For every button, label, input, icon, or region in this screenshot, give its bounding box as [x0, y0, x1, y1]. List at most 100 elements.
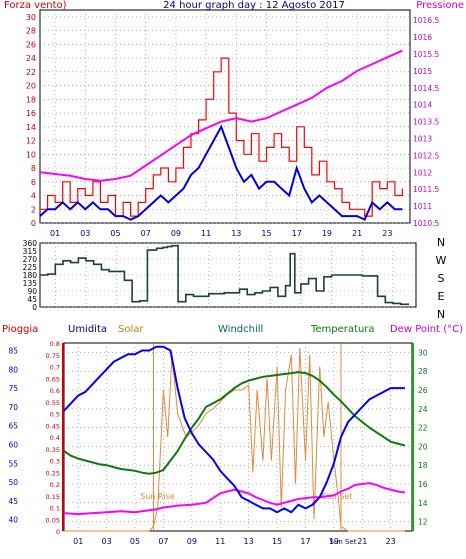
pressure-y-tick-label: 1013.5	[413, 118, 439, 127]
rain-y-tick-label: 0.6	[50, 387, 60, 395]
wind-y-tick-label: 4	[31, 192, 36, 201]
weather-plot-frame	[63, 342, 413, 532]
wind-y-tick-label: 10	[26, 150, 36, 159]
humidity-y-tick-label: 65	[8, 422, 18, 431]
solar-label: Solar	[118, 324, 144, 335]
compass-letter: N	[437, 308, 445, 321]
direction-line	[40, 244, 410, 306]
pressure-y-tick-label: 1012.5	[413, 151, 439, 160]
wind-y-tick-label: 26	[26, 40, 36, 49]
rain-y-tick-label: 0.75	[46, 352, 60, 360]
dewpoint-label: Dew Point (°C)	[390, 324, 463, 335]
direction-y-tick-label: 180	[23, 271, 38, 280]
wind-y-tick-label: 20	[26, 82, 36, 91]
wind-average-line	[39, 124, 403, 221]
humidity-y-tick-label: 60	[8, 441, 18, 450]
sunset-x-tick-label: Sun Set	[329, 538, 356, 546]
wind-plot-frame	[39, 9, 411, 224]
direction-y-tick-label: 315	[23, 247, 38, 256]
direction-y-tick-label: 0	[32, 303, 37, 312]
wind-x-tick-label: 13	[231, 229, 241, 238]
solar-line	[64, 347, 405, 532]
wind-y-tick-label: 2	[31, 205, 36, 214]
direction-y-tick-label: 360	[23, 239, 38, 248]
wind-y-tick-label: 24	[26, 54, 36, 63]
pressure-y-tick-label: 1016.5	[413, 16, 439, 25]
compass-letter: N	[437, 236, 445, 249]
weather-x-tick-label: 05	[130, 537, 140, 546]
rain-y-tick-label: 0.4	[50, 434, 60, 442]
pressure-y-tick-label: 1012	[413, 168, 432, 177]
temperature-y-tick-label: 18	[418, 461, 428, 470]
weather-x-tick-label: 11	[215, 537, 225, 546]
pressure-y-tick-label: 1013	[413, 134, 432, 143]
wind-y-tick-label: 12	[26, 137, 36, 146]
pressure-y-tick-label: 1014.5	[413, 84, 439, 93]
wind-x-tick-label: 05	[110, 229, 120, 238]
wind-x-tick-label: 19	[322, 229, 332, 238]
temperature-y-tick-label: 16	[418, 480, 428, 489]
direction-y-tick-label: 45	[27, 295, 37, 304]
humidity-y-tick-label: 45	[8, 497, 18, 506]
temperature-y-tick-label: 26	[418, 386, 428, 395]
rain-y-tick-label: 0.1	[50, 505, 60, 513]
weather-x-tick-label: 03	[102, 537, 112, 546]
weather-x-tick-label: 23	[386, 537, 396, 546]
weather-x-tick-label: 13	[244, 537, 254, 546]
direction-y-tick-label: 135	[23, 279, 38, 288]
rain-y-tick-label: 0.45	[46, 422, 60, 430]
temperature-y-tick-label: 12	[418, 518, 428, 527]
weather-x-tick-label: 07	[158, 537, 168, 546]
humidity-y-tick-label: 80	[8, 365, 18, 374]
weather-x-tick-label: 01	[73, 537, 83, 546]
humidity-y-tick-label: 55	[8, 459, 18, 468]
chart-title: 24 hour graph day : 12 Agosto 2017	[163, 0, 345, 11]
weather-x-tick-label: 17	[300, 537, 310, 546]
wind-y-tick-label: 8	[31, 164, 36, 173]
compass-letter: S	[438, 272, 445, 285]
temperature-line	[63, 371, 406, 475]
compass-letter: E	[438, 290, 445, 303]
humidity-label: Umidita	[68, 324, 107, 335]
temperature-y-tick-label: 14	[418, 499, 428, 508]
rain-y-tick-label: 0.2	[50, 481, 60, 489]
humidity-y-tick-label: 40	[8, 516, 18, 525]
weather-x-tick-label: 19	[329, 537, 339, 546]
rain-y-tick-label: 0.65	[46, 375, 60, 383]
temperature-y-tick-label: 24	[418, 405, 428, 414]
humidity-line	[63, 345, 405, 514]
rain-y-tick-label: 0.7	[50, 364, 60, 372]
wind-y-tick-label: 0	[31, 219, 36, 228]
direction-y-tick-label: 270	[23, 255, 38, 264]
rain-y-tick-label: 0	[56, 528, 60, 536]
wind-x-tick-label: 15	[261, 229, 271, 238]
wind-x-tick-label: 21	[352, 229, 362, 238]
humidity-y-tick-label: 85	[8, 347, 18, 356]
temperature-y-tick-label: 28	[418, 367, 428, 376]
temperature-y-tick-label: 30	[418, 348, 428, 357]
humidity-y-tick-label: 50	[8, 478, 18, 487]
wind-x-tick-label: 17	[292, 229, 302, 238]
rain-y-tick-label: 0.25	[46, 469, 60, 477]
wind-y-tick-label: 30	[26, 13, 36, 22]
temperature-y-tick-label: 22	[418, 424, 428, 433]
wind-axis-label: Forza vento)	[4, 0, 67, 11]
pressure-y-tick-label: 1014	[413, 101, 432, 110]
wind-y-tick-label: 16	[26, 109, 36, 118]
pressure-y-tick-label: 1011.5	[413, 185, 439, 194]
compass-letter: W	[436, 254, 447, 267]
wind-y-tick-label: 28	[26, 27, 36, 36]
wind-gust-line	[40, 57, 403, 217]
pressure-y-tick-label: 1010.5	[413, 219, 439, 228]
weather-x-tick-label: 09	[187, 537, 197, 546]
pressure-y-tick-label: 1016	[413, 33, 432, 42]
pressure-y-tick-label: 1011	[413, 202, 432, 211]
wind-x-tick-label: 11	[201, 229, 211, 238]
rain-y-tick-label: 0.5	[50, 411, 60, 419]
direction-y-tick-label: 225	[23, 263, 38, 272]
rain-y-tick-label: 0.8	[50, 340, 60, 348]
sunrise-label: Sun Rise	[140, 492, 175, 501]
weather-x-tick-label: 21	[357, 537, 367, 546]
sunset-label: Sun Set	[322, 492, 353, 501]
